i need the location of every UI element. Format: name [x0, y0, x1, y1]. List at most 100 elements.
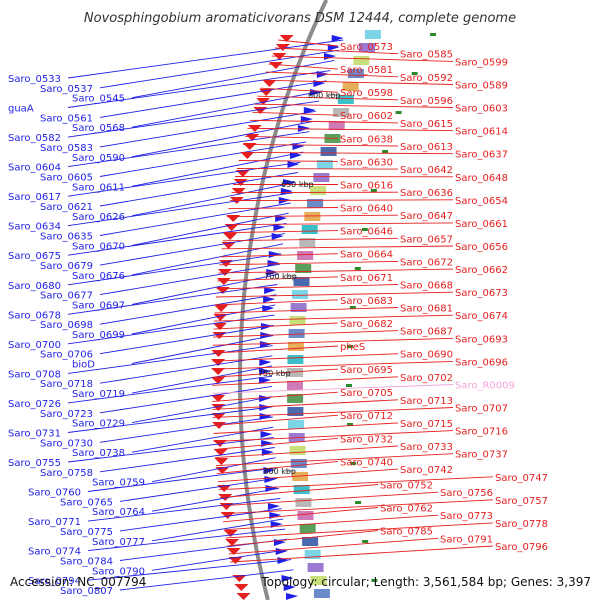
- composition-block: [293, 277, 310, 286]
- label-connector: [213, 314, 454, 322]
- minus-strand-gene: [260, 431, 273, 438]
- gene-label-minus: Saro_0726: [8, 399, 61, 410]
- label-connector: [222, 237, 399, 242]
- gene-label-minus: Saro_0582: [8, 133, 61, 144]
- label-connector: [67, 100, 320, 138]
- label-connector: [119, 569, 294, 591]
- label-connector: [221, 245, 454, 250]
- gene-label-plus: Saro_0716: [455, 427, 508, 438]
- composition-block: [288, 329, 305, 338]
- label-connector: [245, 135, 339, 139]
- label-connector: [67, 70, 331, 108]
- label-connector: [131, 151, 304, 187]
- label-connector: [87, 467, 277, 492]
- gene-label-plus: Saro_0762: [380, 504, 433, 515]
- gene-label-plus: Saro_0613: [400, 142, 453, 153]
- composition-block: [316, 160, 333, 169]
- gene-label-minus: Saro_0676: [72, 271, 125, 282]
- gene-label-minus: Saro_0719: [72, 389, 125, 400]
- label-connector: [220, 253, 339, 258]
- label-connector: [131, 59, 335, 99]
- gene-label-minus: Saro_0621: [40, 202, 93, 213]
- minus-strand-gene: [266, 269, 279, 276]
- composition-block: [333, 108, 350, 117]
- gene-label-plus: Saro_0615: [400, 119, 453, 130]
- gene-label-minus: Saro_0777: [92, 537, 145, 548]
- gene-label-plus: Saro_0742: [400, 465, 453, 476]
- composition-block: [295, 264, 312, 273]
- plus-strand-gene: [211, 413, 226, 420]
- label-connector: [67, 375, 273, 404]
- label-connector: [67, 39, 344, 79]
- label-connector: [254, 103, 454, 108]
- composition-block: [299, 524, 316, 533]
- gene-label-minus: Saro_0708: [8, 369, 61, 380]
- gene-label-plus: Saro_0796: [495, 542, 548, 553]
- kbp-tick-label: 700 kbp: [264, 272, 297, 281]
- composition-block: [287, 355, 304, 364]
- gene-label-minus: Saro_0611: [72, 182, 125, 193]
- label-connector: [131, 212, 289, 246]
- gene-label-minus: Saro_0729: [72, 419, 125, 430]
- plus-strand-gene: [225, 539, 240, 546]
- gene-label-minus: Saro_0807: [60, 586, 113, 597]
- composition-block: [304, 550, 321, 559]
- composition-block: [287, 394, 304, 403]
- label-connector: [99, 233, 285, 266]
- label-connector: [87, 528, 286, 552]
- label-connector: [67, 161, 301, 197]
- gc-skew-mark: [346, 345, 353, 348]
- plus-strand-gene: [213, 449, 228, 456]
- gene-label-minus: Saro_0764: [92, 507, 145, 518]
- gene-label-minus: Saro_0634: [8, 222, 61, 233]
- label-connector: [131, 335, 274, 364]
- label-connector: [212, 360, 454, 370]
- gene-label-minus: Saro_0765: [60, 497, 113, 508]
- label-connector: [211, 376, 399, 386]
- minus-strand-gene: [273, 224, 286, 231]
- label-connector: [119, 477, 278, 502]
- gene-label-plus: Saro_0585: [400, 50, 453, 61]
- label-connector: [217, 468, 399, 483]
- topology-text: Topology: circular; Length: 3,561,584 bp…: [260, 575, 591, 589]
- gene-label-plus: Saro_0705: [340, 388, 393, 399]
- minus-strand-gene: [269, 512, 282, 519]
- composition-block: [291, 290, 308, 299]
- gene-label-plus: Saro_0648: [455, 173, 508, 184]
- label-connector-layer: [67, 39, 494, 591]
- gc-skew-mark: [355, 501, 362, 504]
- label-connector: [67, 314, 275, 345]
- gene-label-plus: Saro_0715: [400, 419, 453, 430]
- gene-label-plus: Saro_0596: [400, 96, 453, 107]
- label-connector: [131, 304, 276, 335]
- gene-label-plus: Saro_0657: [400, 234, 453, 245]
- gene-label-minus: Saro_0568: [72, 123, 125, 134]
- composition-block: [293, 485, 310, 494]
- gc-skew-mark: [354, 267, 361, 270]
- gene-label-minus: Saro_0675: [8, 251, 61, 262]
- gene-label-minus: Saro_0698: [40, 320, 93, 331]
- plus-strand-gene: [216, 278, 231, 285]
- gene-label-plus: Saro_0683: [340, 296, 393, 307]
- label-connector: [218, 268, 454, 274]
- label-connector: [228, 207, 339, 210]
- label-connector: [131, 182, 296, 217]
- label-connector: [225, 522, 494, 539]
- gene-label-minus: Saro_0775: [60, 527, 113, 538]
- label-connector: [274, 47, 399, 55]
- label-connector: [243, 143, 399, 147]
- gene-label-plus: Saro_0671: [340, 273, 393, 284]
- gene-label-plus: Saro_0673: [455, 288, 508, 299]
- gene-label-plus: Saro_0636: [400, 188, 453, 199]
- plus-strand-gene: [235, 170, 250, 177]
- gene-label-plus: Saro_0733: [400, 442, 453, 453]
- label-connector: [215, 445, 399, 459]
- gc-skew-mark: [349, 306, 356, 309]
- label-connector: [151, 487, 279, 512]
- label-connector: [131, 273, 279, 305]
- label-connector: [212, 391, 339, 402]
- gene-label-minus: Saro_0771: [28, 517, 81, 528]
- label-connector: [238, 160, 339, 162]
- label-connector: [99, 324, 274, 355]
- gene-label-minus: Saro_0680: [8, 281, 61, 292]
